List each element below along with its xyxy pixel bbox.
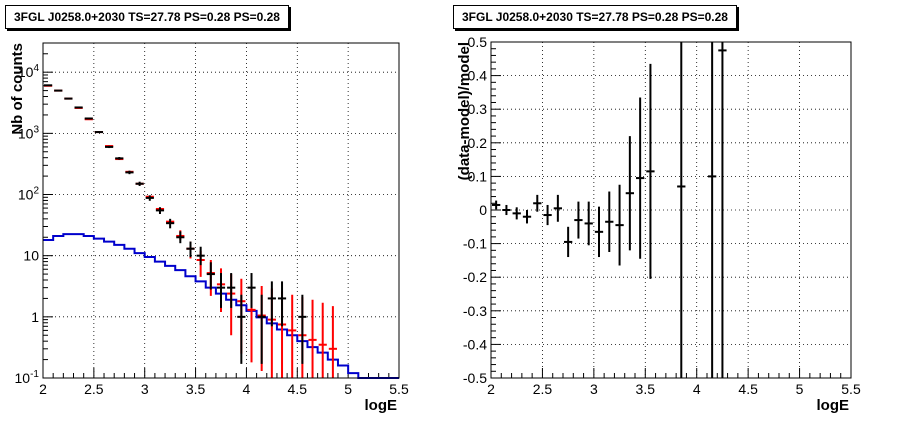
y-tick-label: 0.1 <box>468 168 488 184</box>
x-tick-label: 5.5 <box>389 381 409 397</box>
x-tick-label: 5 <box>344 381 352 397</box>
y-tick-label: 0 <box>479 202 487 218</box>
x-tick-label: 4 <box>693 381 701 397</box>
y-tick-label: -0.2 <box>463 269 487 285</box>
x-tick-label: 3 <box>590 381 598 397</box>
y-tick-label: 0.3 <box>468 101 488 117</box>
x-tick-label: 4.5 <box>738 381 758 397</box>
y-tick-label: 10-1 <box>15 369 40 386</box>
y-tick-label: 0.4 <box>468 68 488 84</box>
x-tick-label: 2.5 <box>533 381 553 397</box>
y-tick-label: 104 <box>18 63 40 80</box>
plot-frame-left <box>42 42 400 379</box>
x-tick-label: 2 <box>487 381 495 397</box>
y-tick-label: -0.5 <box>463 370 487 386</box>
y-axis-label-right: (data-model)/model <box>456 42 473 180</box>
chart-title-right: 3FGL J0258.0+2030 TS=27.78 PS=0.28 PS=0.… <box>453 5 737 29</box>
plot-frame-right <box>490 41 852 379</box>
y-tick-label: 103 <box>18 124 40 141</box>
x-axis-label-right: logE <box>817 397 850 414</box>
y-tick-label: -0.3 <box>463 303 487 319</box>
x-axis-label-left: logE <box>365 397 398 414</box>
y-tick-label: 0.2 <box>468 135 488 151</box>
x-tick-label: 4.5 <box>288 381 308 397</box>
y-tick-label: 0.5 <box>468 34 488 50</box>
model-source-step-line <box>43 233 399 379</box>
y-tick-label: -0.1 <box>463 236 487 252</box>
y-tick-label: 10 <box>23 248 39 264</box>
x-tick-label: 2 <box>39 381 47 397</box>
plot-area-left <box>43 43 399 378</box>
y-tick-label: -0.4 <box>463 336 487 352</box>
x-tick-label: 3 <box>141 381 149 397</box>
y-tick-label: 102 <box>18 186 40 203</box>
x-tick-label: 5 <box>796 381 804 397</box>
x-tick-label: 3.5 <box>186 381 206 397</box>
y-axis-label-left: Nb of counts <box>9 43 26 135</box>
x-tick-label: 5.5 <box>841 381 861 397</box>
x-tick-label: 2.5 <box>84 381 104 397</box>
x-tick-label: 3.5 <box>636 381 656 397</box>
x-tick-label: 4 <box>243 381 251 397</box>
chart-title-left: 3FGL J0258.0+2030 TS=27.78 PS=0.28 PS=0.… <box>5 5 289 29</box>
y-tick-label: 1 <box>31 309 39 325</box>
